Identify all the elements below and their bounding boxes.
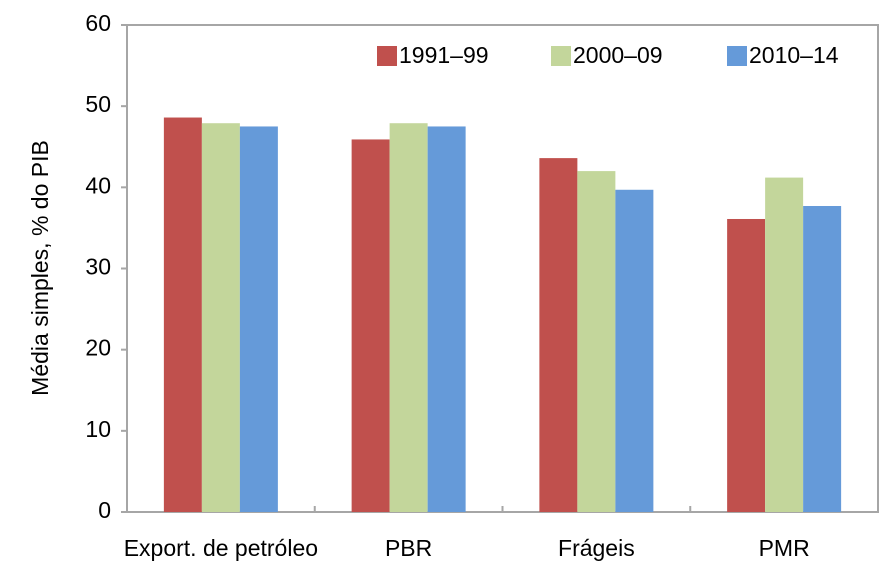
bar: [201, 123, 240, 512]
y-tick-label: 20: [85, 335, 111, 361]
legend-swatch: [551, 46, 571, 66]
legend-swatch: [727, 46, 747, 66]
legend-swatch: [377, 46, 397, 66]
x-tick-label: Export. de petróleo: [124, 535, 318, 561]
y-tick-label: 0: [98, 497, 111, 523]
y-tick-label: 40: [85, 172, 111, 198]
bar: [577, 171, 616, 512]
y-tick-label: 10: [85, 416, 111, 442]
bar: [163, 117, 202, 512]
bar: [427, 126, 466, 512]
y-tick-label: 50: [85, 91, 111, 117]
y-tick-label: 30: [85, 254, 111, 280]
legend-label: 1991–99: [399, 42, 489, 68]
legend-label: 2000–09: [573, 42, 663, 68]
bar: [351, 139, 390, 512]
y-axis-label: Média simples, % do PIB: [27, 140, 53, 396]
x-tick-label: PBR: [385, 535, 432, 561]
x-tick-label: Frágeis: [558, 535, 635, 561]
y-tick-label: 60: [85, 10, 111, 36]
bar: [615, 189, 654, 513]
bar: [727, 218, 766, 512]
x-tick-label: PMR: [759, 535, 810, 561]
bar: [765, 177, 804, 513]
legend-label: 2010–14: [749, 42, 839, 68]
bar: [803, 206, 842, 513]
bar: [539, 158, 578, 512]
bar: [389, 123, 428, 512]
bar: [239, 126, 278, 512]
